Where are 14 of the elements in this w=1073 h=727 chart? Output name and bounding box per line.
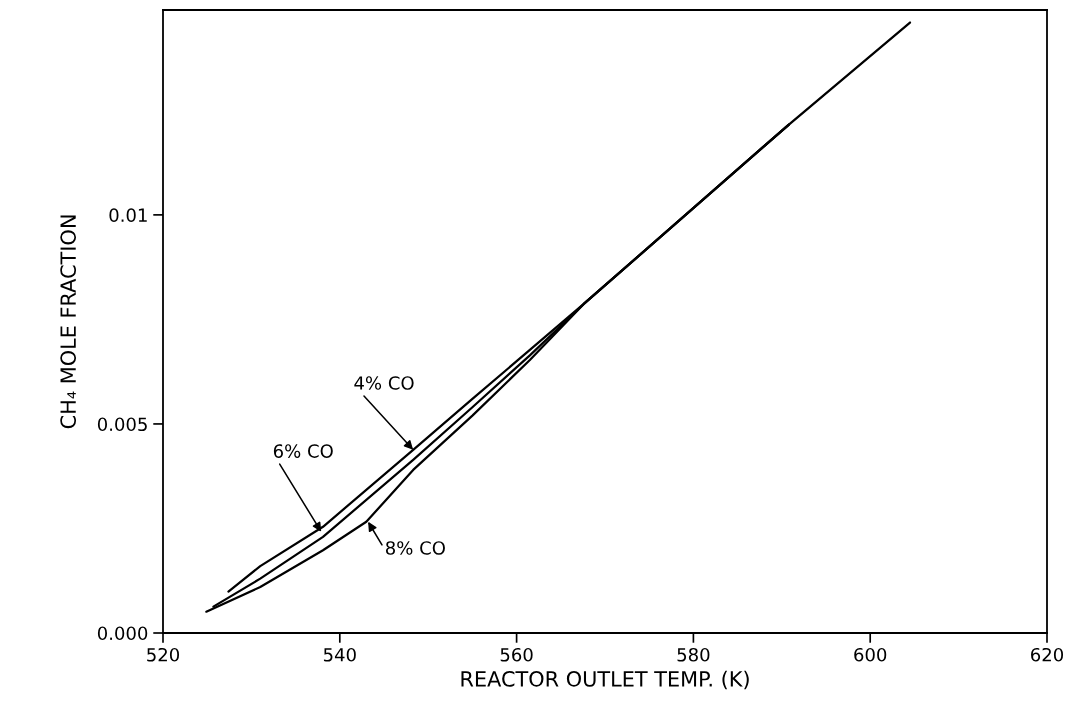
y-tick-label: 0.000 [97, 626, 148, 641]
x-tick-label: 560 [500, 647, 533, 662]
x-tick-label: 540 [323, 647, 356, 662]
annotation: 6% CO [273, 444, 333, 458]
y-tick-label: 0.005 [97, 417, 147, 432]
x-tick-label: 520 [147, 647, 180, 662]
x-tick-label: 620 [1031, 647, 1064, 662]
x-axis-title: REACTOR OUTLET TEMP. (K) [461, 670, 749, 690]
x-tick-label: 580 [677, 647, 710, 662]
annotation: 4% CO [354, 376, 414, 390]
annotation: 8% CO [385, 541, 445, 555]
y-axis-title: CH₄ MOLE FRACTION [60, 215, 77, 429]
y-tick-label: 0.01 [109, 208, 147, 222]
x-tick-label: 600 [854, 647, 887, 662]
